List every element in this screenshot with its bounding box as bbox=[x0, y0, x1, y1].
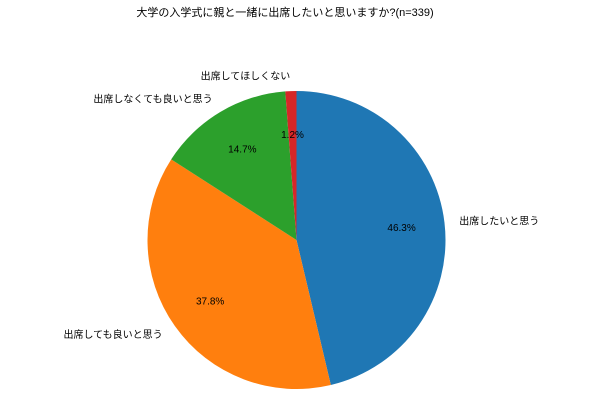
pie-slice-1 bbox=[147, 159, 331, 389]
pie-slices-group bbox=[147, 91, 446, 389]
slice-pct-1: 37.8% bbox=[196, 297, 224, 308]
slice-label-2: 出席しなくても良いと思う bbox=[93, 93, 212, 106]
pie-slice-3 bbox=[285, 91, 297, 240]
slice-label-3: 出席してほしくない bbox=[201, 70, 291, 83]
slice-pct-2: 14.7% bbox=[228, 145, 256, 156]
pie-slice-0 bbox=[296, 91, 446, 385]
chart-title: 大学の入学式に親と一緒に出席したいと思いますか?(n=339) bbox=[136, 5, 433, 19]
slice-label-1: 出席しても良いと思う bbox=[63, 328, 162, 341]
pie-labels-group: 出席したいと思う 46.3% 出席しても良いと思う 37.8% 出席しなくても良いと思う… bbox=[63, 70, 539, 341]
slice-pct-0: 46.3% bbox=[387, 223, 415, 234]
slice-pct-3: 1.2% bbox=[281, 130, 304, 141]
slice-label-0: 出席したいと思う bbox=[459, 214, 539, 227]
pie-slice-2 bbox=[171, 91, 297, 240]
